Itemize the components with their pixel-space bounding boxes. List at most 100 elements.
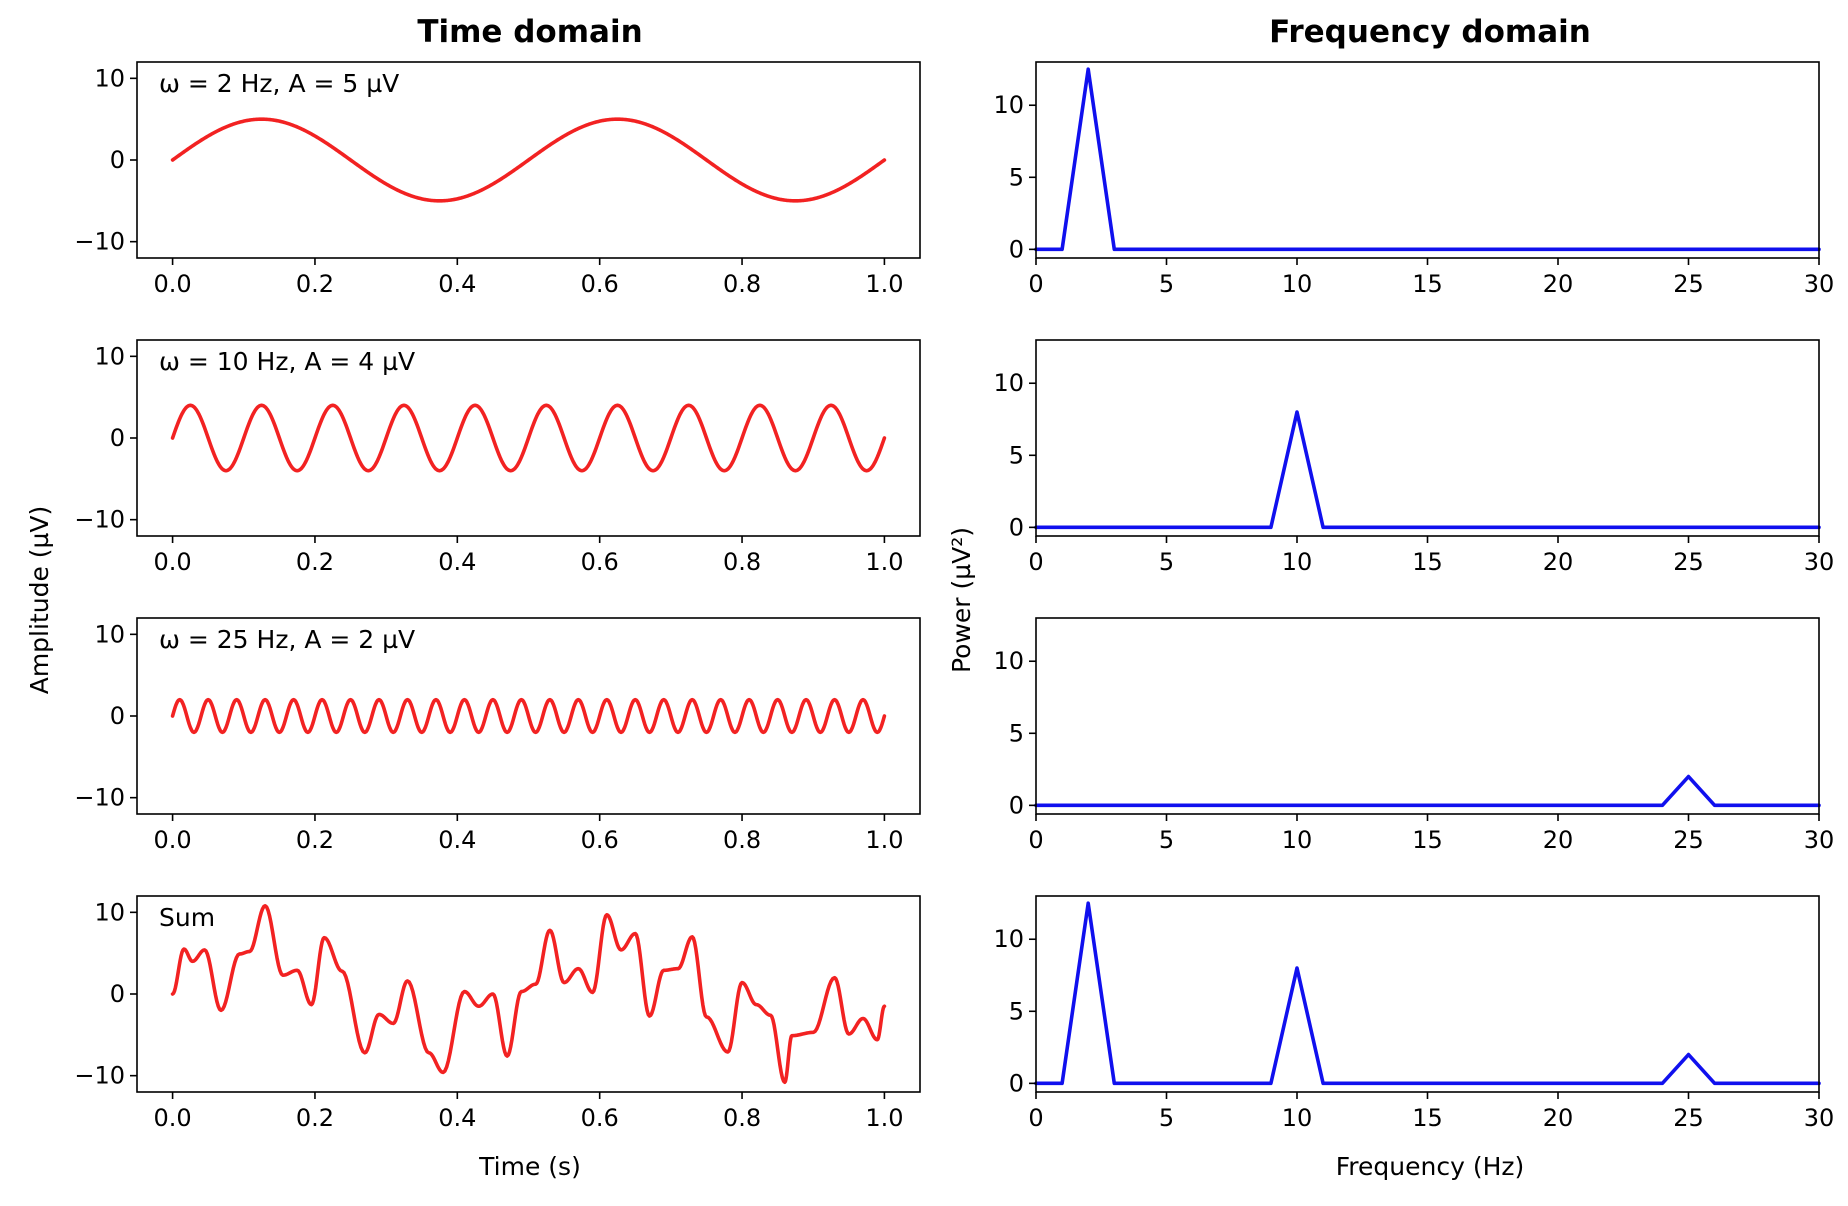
panel-time-1: 0.0 0.2 0.4 0.6 0.8 1.0 10 0 −10 ω = 2 Hz, A = 5 … bbox=[74, 61, 921, 298]
y-tick-label: 0 bbox=[1009, 513, 1024, 541]
series-line-time-1 bbox=[170, 117, 887, 203]
x-tick-label: 5 bbox=[1159, 1104, 1174, 1132]
x-tick-label: 20 bbox=[1543, 1104, 1574, 1132]
x-tick-label: 0.8 bbox=[723, 826, 761, 854]
x-tick-label: 0.0 bbox=[154, 548, 192, 576]
x-tick-label: 1.0 bbox=[865, 826, 903, 854]
panel-annotation: Sum bbox=[159, 903, 215, 932]
x-tick-label: 10 bbox=[1282, 270, 1313, 298]
panel-freq-1: 0 5 10 15 20 25 30 10 5 0 bbox=[993, 61, 1835, 298]
x-tick-label: 5 bbox=[1159, 270, 1174, 298]
y-tick-label: 10 bbox=[993, 369, 1024, 397]
x-tick-label: 10 bbox=[1282, 826, 1313, 854]
x-tick-label: 5 bbox=[1159, 826, 1174, 854]
x-tick-label: 0.0 bbox=[154, 270, 192, 298]
x-tick-label: 0.6 bbox=[581, 826, 619, 854]
x-tick-label: 15 bbox=[1412, 826, 1443, 854]
x-tick-label: 0.4 bbox=[438, 270, 476, 298]
x-tick-label: 0 bbox=[1028, 548, 1043, 576]
x-tick-label: 0.4 bbox=[438, 548, 476, 576]
x-tick-label: 0.8 bbox=[723, 548, 761, 576]
y-tick-label: 0 bbox=[1009, 235, 1024, 263]
x-tick-label: 25 bbox=[1673, 1104, 1704, 1132]
x-tick-label: 1.0 bbox=[865, 1104, 903, 1132]
x-tick-label: 20 bbox=[1543, 548, 1574, 576]
y-tick-label: −10 bbox=[74, 784, 125, 812]
x-tick-label: 0.2 bbox=[296, 548, 334, 576]
series-line-freq-3 bbox=[1034, 774, 1821, 808]
right-column-title: Frequency domain bbox=[1269, 14, 1591, 50]
y-tick-label: 0 bbox=[1009, 1069, 1024, 1097]
series-line-time-3 bbox=[170, 697, 887, 735]
series-line-time-2 bbox=[170, 403, 887, 473]
x-tick-label: 30 bbox=[1804, 1104, 1835, 1132]
left-column-title: Time domain bbox=[417, 14, 642, 50]
right-y-axis-label: Power (µV²) bbox=[947, 527, 976, 673]
y-tick-label: −10 bbox=[74, 228, 125, 256]
y-tick-label: 0 bbox=[1009, 791, 1024, 819]
x-tick-label: 0.8 bbox=[723, 270, 761, 298]
x-tick-label: 25 bbox=[1673, 826, 1704, 854]
y-tick-label: −10 bbox=[74, 506, 125, 534]
x-tick-label: 0.2 bbox=[296, 1104, 334, 1132]
x-tick-label: 0.8 bbox=[723, 1104, 761, 1132]
x-tick-label: 15 bbox=[1412, 270, 1443, 298]
x-tick-label: 30 bbox=[1804, 826, 1835, 854]
x-tick-label: 20 bbox=[1543, 826, 1574, 854]
series-line-time-sum bbox=[170, 904, 887, 1084]
x-tick-label: 0 bbox=[1028, 1104, 1043, 1132]
x-tick-label: 0 bbox=[1028, 826, 1043, 854]
panels: 0.0 0.2 0.4 0.6 0.8 1.0 10 0 −10 ω = 2 Hz, A = 5 … bbox=[74, 61, 1835, 1132]
panel-annotation: ω = 10 Hz, A = 4 µV bbox=[159, 347, 415, 376]
y-tick-label: 5 bbox=[1009, 997, 1024, 1025]
x-tick-label: 15 bbox=[1412, 548, 1443, 576]
series-line-freq-2 bbox=[1034, 410, 1821, 530]
left-x-axis-label: Time (s) bbox=[478, 1152, 581, 1181]
axes-frame bbox=[1035, 895, 1820, 1093]
x-tick-label: 0.2 bbox=[296, 270, 334, 298]
y-tick-label: 10 bbox=[993, 91, 1024, 119]
x-tick-label: 10 bbox=[1282, 1104, 1313, 1132]
y-tick-label: 5 bbox=[1009, 441, 1024, 469]
y-tick-label: 10 bbox=[94, 64, 125, 92]
x-tick-label: 0.4 bbox=[438, 1104, 476, 1132]
x-tick-label: 1.0 bbox=[865, 270, 903, 298]
series-line-freq-sum bbox=[1034, 901, 1821, 1086]
x-tick-label: 0.0 bbox=[154, 826, 192, 854]
y-tick-label: 5 bbox=[1009, 719, 1024, 747]
y-tick-label: 0 bbox=[110, 146, 125, 174]
series-line-freq-1 bbox=[1034, 67, 1821, 252]
x-tick-label: 25 bbox=[1673, 548, 1704, 576]
x-tick-label: 0 bbox=[1028, 270, 1043, 298]
panel-annotation: ω = 2 Hz, A = 5 µV bbox=[159, 69, 399, 98]
x-tick-label: 1.0 bbox=[865, 548, 903, 576]
axes-frame bbox=[1035, 61, 1820, 259]
panel-freq-sum: 0 5 10 15 20 25 30 10 5 0 bbox=[993, 895, 1835, 1132]
y-tick-label: 10 bbox=[94, 342, 125, 370]
y-tick-label: 0 bbox=[110, 424, 125, 452]
y-tick-label: 10 bbox=[94, 898, 125, 926]
panel-time-3: 0.0 0.2 0.4 0.6 0.8 1.0 10 0 −10 ω = 25 Hz, A = 2… bbox=[74, 617, 921, 854]
axes-frame bbox=[1035, 339, 1820, 537]
y-tick-label: 0 bbox=[110, 980, 125, 1008]
x-tick-label: 5 bbox=[1159, 548, 1174, 576]
x-tick-label: 30 bbox=[1804, 548, 1835, 576]
x-tick-label: 30 bbox=[1804, 270, 1835, 298]
y-tick-label: 10 bbox=[993, 647, 1024, 675]
x-tick-label: 0.6 bbox=[581, 1104, 619, 1132]
x-tick-label: 10 bbox=[1282, 548, 1313, 576]
y-tick-label: 10 bbox=[993, 925, 1024, 953]
y-tick-label: 5 bbox=[1009, 163, 1024, 191]
x-tick-label: 0.6 bbox=[581, 270, 619, 298]
panel-freq-2: 0 5 10 15 20 25 30 10 5 0 bbox=[993, 339, 1835, 576]
panel-time-2: 0.0 0.2 0.4 0.6 0.8 1.0 10 0 −10 ω = 10 Hz, A = 4… bbox=[74, 339, 921, 576]
x-tick-label: 25 bbox=[1673, 270, 1704, 298]
y-tick-label: −10 bbox=[74, 1062, 125, 1090]
y-tick-label: 10 bbox=[94, 620, 125, 648]
panel-time-sum: 0.0 0.2 0.4 0.6 0.8 1.0 10 0 −10 Sum bbox=[74, 895, 921, 1132]
x-tick-label: 0.4 bbox=[438, 826, 476, 854]
x-tick-label: 0.2 bbox=[296, 826, 334, 854]
panel-annotation: ω = 25 Hz, A = 2 µV bbox=[159, 625, 415, 654]
x-tick-label: 15 bbox=[1412, 1104, 1443, 1132]
